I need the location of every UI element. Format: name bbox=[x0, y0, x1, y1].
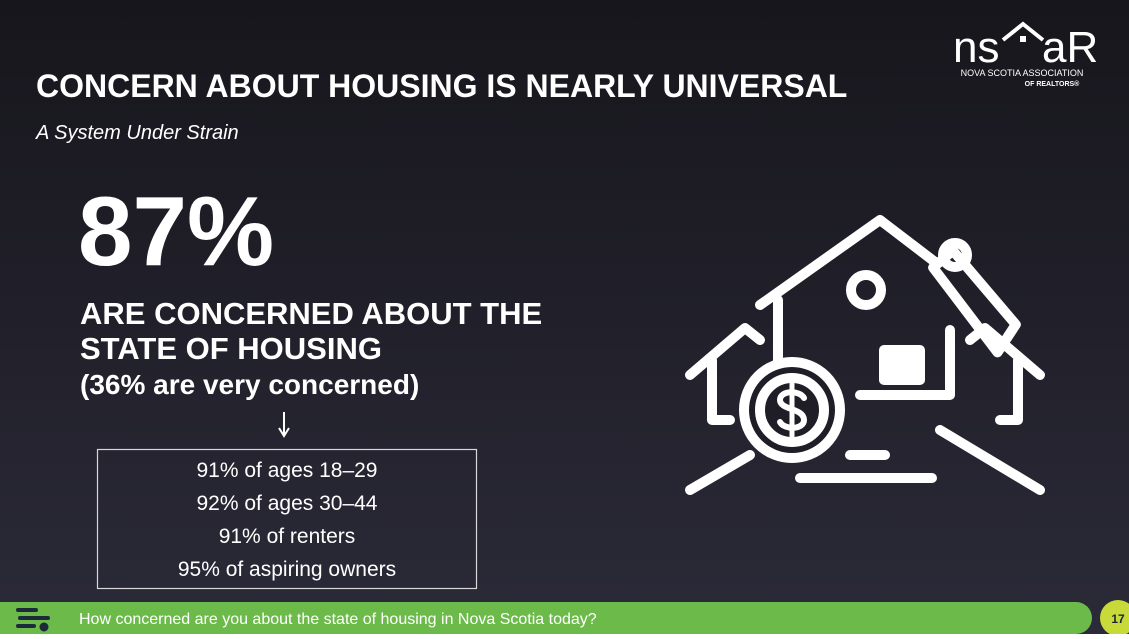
logo: ns aR NOVA SCOTIA ASSOCIATION OF REALTOR… bbox=[953, 21, 1098, 88]
breakdown-box bbox=[96, 448, 478, 590]
subtitle: A System Under Strain bbox=[35, 122, 239, 144]
stat-label: ARE CONCERNED ABOUT THE bbox=[80, 296, 542, 331]
logo-roof bbox=[1001, 21, 1045, 42]
page-badge bbox=[1100, 600, 1129, 636]
footer-bar bbox=[0, 602, 1092, 634]
stat-note: (36% are very concerned) bbox=[80, 369, 419, 400]
logo-window bbox=[1020, 36, 1026, 42]
breakdown-item: 95% of aspiring owners bbox=[178, 558, 396, 581]
logo-line: NOVA SCOTIA ASSOCIATION bbox=[961, 68, 1084, 78]
breakdown-item: 92% of ages 30–44 bbox=[197, 492, 378, 515]
title: CONCERN ABOUT HOUSING IS NEARLY UNIVERSA… bbox=[36, 68, 847, 104]
stat-value: 87% bbox=[78, 176, 274, 286]
breakdown-item: 91% of renters bbox=[219, 525, 356, 548]
logo-line: OF REALTORS® bbox=[1025, 80, 1081, 88]
footer-icon bbox=[16, 608, 50, 632]
breakdown-item: 91% of ages 18–29 bbox=[197, 459, 378, 482]
logo-mark-left: ns bbox=[953, 23, 999, 72]
arrow bbox=[278, 412, 290, 438]
logo-mark-right: aR bbox=[1042, 23, 1098, 72]
house-icon bbox=[685, 215, 1045, 495]
stat-label: STATE OF HOUSING bbox=[80, 331, 382, 366]
footer-question: How concerned are you about the state of… bbox=[79, 611, 597, 628]
page-number: 17 bbox=[1111, 612, 1125, 626]
